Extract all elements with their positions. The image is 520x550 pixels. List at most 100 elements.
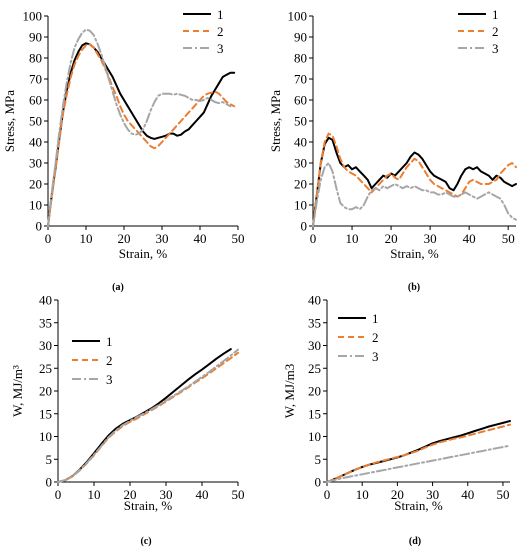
- series-line-2: [47, 43, 236, 227]
- y-tick-label: 25: [39, 361, 52, 376]
- x-tick-label: 30: [424, 231, 437, 246]
- y-tick-label: 60: [29, 93, 42, 108]
- y-tick-label: 40: [308, 293, 321, 308]
- x-tick-label: 0: [324, 487, 331, 502]
- y-tick-label: 5: [46, 452, 53, 467]
- y-tick-label: 20: [39, 384, 52, 399]
- y-tick-label: 80: [29, 51, 42, 66]
- series-line-3: [312, 162, 517, 227]
- panel-1: 0 10 20 30 40 50 60 70 80 90 100 0 10 20 30 40 50 Strain,…: [2, 7, 245, 293]
- panel-label: (a): [112, 282, 124, 293]
- x-tick-label: 10: [88, 487, 101, 502]
- y-tick-label: 50: [294, 114, 307, 129]
- y-tick-label: 30: [29, 156, 42, 171]
- x-tick-label: 30: [426, 487, 439, 502]
- legend-entry-3: 3: [217, 41, 224, 56]
- y-tick-label: 5: [315, 452, 322, 467]
- legend-entry-3: 3: [372, 349, 379, 364]
- y-tick-label: 20: [294, 177, 307, 192]
- panel-2: 0 10 20 30 40 50 60 70 80 90 100 0 10 20 30 40 50 Strain,…: [268, 7, 517, 293]
- x-tick-label: 0: [55, 487, 62, 502]
- x-tick-label: 50: [502, 231, 515, 246]
- x-tick-label: 40: [196, 487, 209, 502]
- y-axis-label: Stress, MPa: [268, 90, 283, 152]
- series-line-1: [47, 42, 236, 227]
- legend-entry-3: 3: [492, 41, 499, 56]
- x-tick-label: 10: [346, 231, 359, 246]
- series-line-3: [57, 348, 239, 483]
- y-tick-label: 40: [29, 135, 42, 150]
- legend-entry-2: 2: [492, 24, 499, 39]
- x-tick-label: 20: [124, 487, 137, 502]
- y-tick-label: 15: [308, 406, 321, 421]
- series-line-3: [326, 444, 511, 483]
- legend: 1 2 3: [338, 311, 379, 364]
- legend-entry-1: 1: [106, 334, 113, 349]
- legend: 1 2 3: [458, 7, 499, 56]
- y-tick-label: 60: [294, 93, 307, 108]
- y-tick-label: 35: [308, 315, 321, 330]
- y-tick-label: 90: [29, 30, 42, 45]
- y-tick-label: 15: [39, 406, 52, 421]
- y-tick-label: 10: [29, 198, 42, 213]
- series-line-1: [57, 348, 232, 483]
- y-tick-label: 20: [308, 384, 321, 399]
- x-tick-label: 30: [160, 487, 173, 502]
- x-tick-label: 10: [356, 487, 369, 502]
- legend-entry-1: 1: [217, 7, 224, 22]
- x-tick-label: 20: [118, 231, 131, 246]
- y-tick-label: 0: [46, 475, 53, 490]
- x-tick-label: 40: [461, 487, 474, 502]
- x-axis-label: Strain, %: [124, 498, 173, 513]
- y-tick-label: 10: [39, 429, 52, 444]
- legend-entry-2: 2: [372, 330, 379, 345]
- y-tick-label: 100: [288, 9, 308, 24]
- x-tick-label: 50: [232, 231, 245, 246]
- x-tick-label: 10: [80, 231, 93, 246]
- legend-entry-2: 2: [217, 24, 224, 39]
- x-axis-label: Strain, %: [119, 246, 168, 261]
- y-tick-label: 25: [308, 361, 321, 376]
- y-tick-label: 70: [294, 72, 307, 87]
- y-tick-label: 35: [39, 315, 52, 330]
- x-tick-label: 0: [310, 231, 317, 246]
- x-tick-label: 0: [45, 231, 52, 246]
- y-tick-label: 90: [294, 30, 307, 45]
- y-tick-label: 30: [294, 156, 307, 171]
- panel-label: (d): [409, 536, 421, 547]
- panel-label: (c): [140, 536, 151, 547]
- legend: 1 2 3: [72, 334, 113, 387]
- series-line-1: [312, 136, 517, 227]
- y-tick-label: 30: [39, 338, 52, 353]
- legend-entry-1: 1: [372, 311, 379, 326]
- x-tick-label: 40: [463, 231, 476, 246]
- x-tick-label: 50: [496, 487, 509, 502]
- y-axis-label: Stress, MPa: [2, 90, 17, 152]
- y-axis-label: W, MJ/m³: [10, 365, 25, 417]
- panel-label: (b): [408, 282, 420, 293]
- y-tick-label: 0: [315, 475, 322, 490]
- x-axis-label: Strain, %: [394, 498, 443, 513]
- y-tick-label: 10: [294, 198, 307, 213]
- x-axis-label: Strain, %: [390, 246, 439, 261]
- y-tick-label: 0: [36, 219, 43, 234]
- legend-entry-2: 2: [106, 353, 113, 368]
- y-tick-label: 30: [308, 338, 321, 353]
- x-tick-label: 50: [232, 487, 245, 502]
- y-tick-label: 80: [294, 51, 307, 66]
- y-tick-label: 100: [23, 9, 43, 24]
- y-tick-label: 40: [294, 135, 307, 150]
- y-axis-label: W, MJ/m3: [282, 364, 297, 418]
- y-tick-label: 70: [29, 72, 42, 87]
- y-tick-label: 20: [29, 177, 42, 192]
- y-tick-label: 50: [29, 114, 42, 129]
- y-tick-label: 40: [39, 293, 52, 308]
- series-line-3: [47, 28, 232, 227]
- series-line-2: [312, 132, 517, 227]
- legend-entry-3: 3: [106, 372, 113, 387]
- x-tick-label: 20: [391, 487, 404, 502]
- panel-4: 0 5 10 15 20 25 30 35 40 0 10 20 30 40 50 Strain, % W, M…: [282, 293, 511, 547]
- x-tick-label: 20: [385, 231, 398, 246]
- y-tick-label: 0: [301, 219, 308, 234]
